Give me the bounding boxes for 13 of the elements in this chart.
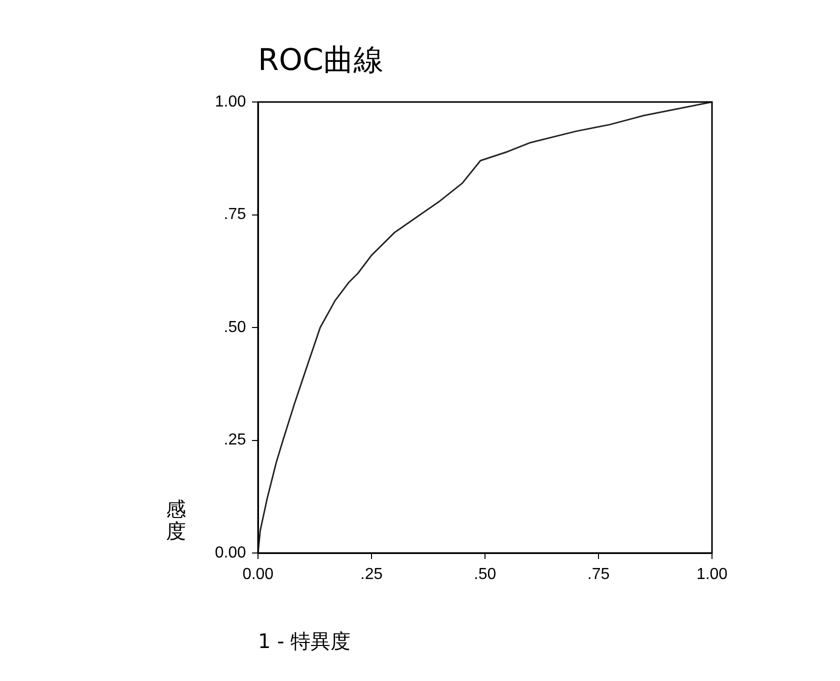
x-axis-title: 1 - 特異度 (258, 628, 351, 655)
chart-title: ROC曲線 (258, 42, 384, 80)
x-tick-label: 0.00 (242, 566, 274, 584)
x-tick-label: .25 (360, 566, 383, 584)
x-tick-label: .50 (474, 566, 496, 584)
y-tick-label: .50 (224, 318, 246, 336)
y-tick-label: .75 (224, 206, 246, 224)
x-tick-label: .75 (587, 566, 610, 584)
y-tick-label: .25 (224, 432, 246, 449)
y-axis-title: 感度 (166, 497, 186, 543)
y-tick-label: 1.00 (214, 93, 246, 110)
x-tick-label: 1.00 (696, 566, 728, 584)
y-tick-label: 0.00 (214, 544, 246, 562)
